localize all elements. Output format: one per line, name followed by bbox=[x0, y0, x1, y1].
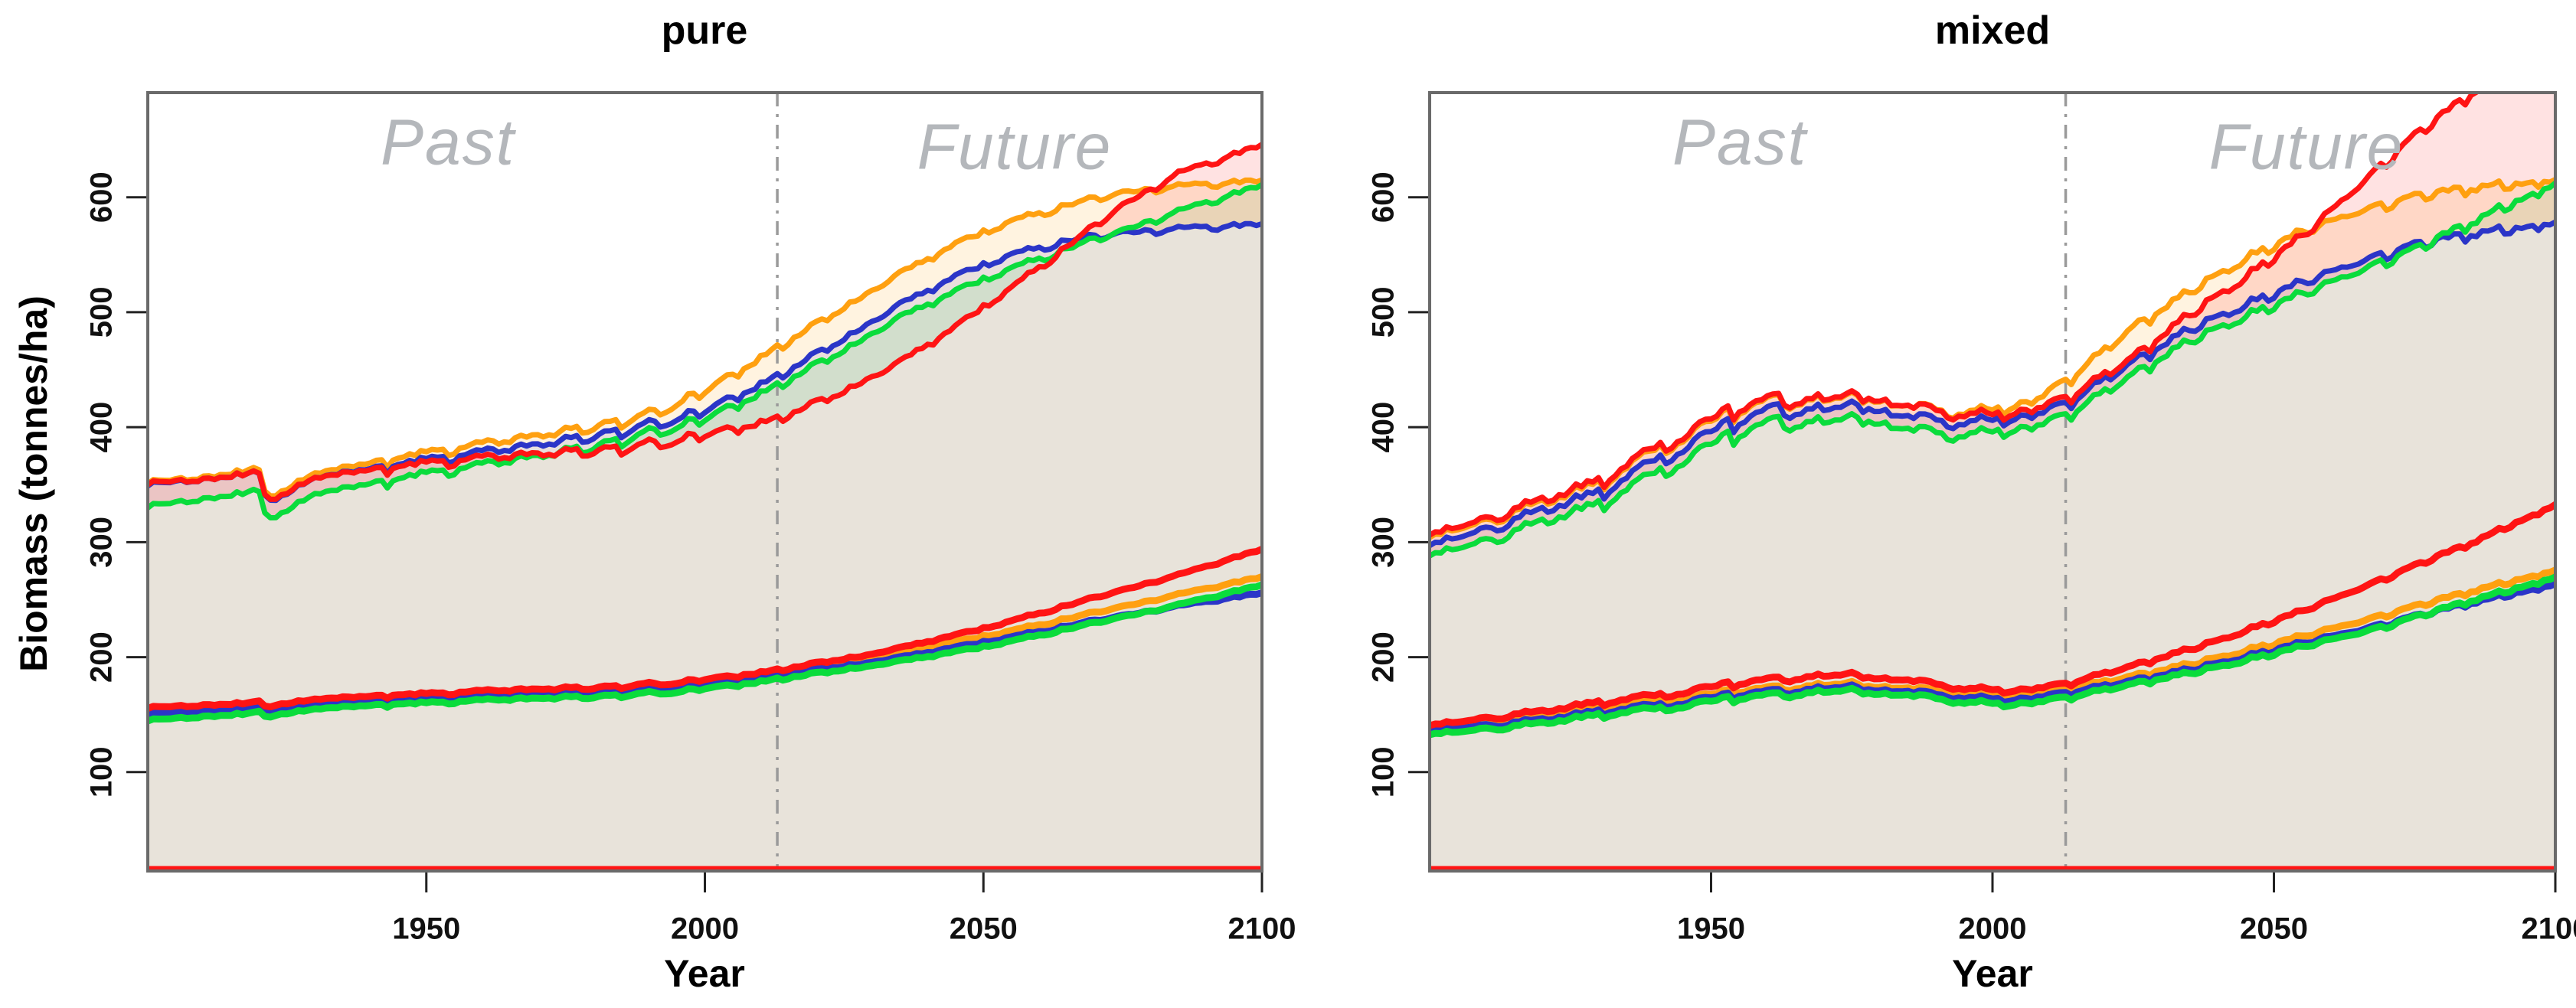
y-tick-label: 600 bbox=[1367, 171, 1401, 223]
x-tick-label: 2100 bbox=[1228, 912, 1296, 946]
y-tick-label: 400 bbox=[85, 402, 119, 453]
x-tick-label: 2100 bbox=[2522, 912, 2576, 946]
x-axis-label-pure: Year bbox=[664, 952, 745, 995]
x-tick-label: 2000 bbox=[1959, 912, 2027, 946]
line-lower-red bbox=[1430, 501, 2555, 729]
annotation-future-pure: Future bbox=[917, 110, 1113, 183]
annotation-future-mixed: Future bbox=[2208, 110, 2404, 183]
panel-mixed: 1950 2000 2050 2100 100 200 300 400 500 600 bbox=[1367, 91, 2576, 946]
fill-common bbox=[148, 223, 1262, 871]
x-tick-label: 2050 bbox=[2240, 912, 2308, 946]
line-upper-red bbox=[1430, 93, 2480, 538]
x-tick-label: 1950 bbox=[1677, 912, 1745, 946]
panel-title-mixed: mixed bbox=[1934, 8, 2051, 53]
y-tick-label: 300 bbox=[1367, 517, 1401, 568]
line-lower-red bbox=[148, 545, 1262, 713]
line-upper-green bbox=[1430, 180, 2555, 559]
fill-common bbox=[1430, 222, 2555, 871]
x-tick-label: 1950 bbox=[392, 912, 460, 946]
y-tick-label: 500 bbox=[85, 287, 119, 338]
plot-area-mixed bbox=[1430, 93, 2555, 871]
y-tick-label: 400 bbox=[1367, 402, 1401, 453]
y-tick-label: 200 bbox=[85, 631, 119, 683]
plot-area-pure bbox=[148, 93, 1262, 871]
plot-frame bbox=[146, 91, 1263, 873]
line-upper-red bbox=[148, 142, 1262, 502]
y-tick-label: 100 bbox=[85, 746, 119, 798]
y-tick-label: 500 bbox=[1367, 287, 1401, 338]
line-upper-orange bbox=[148, 177, 1262, 499]
plot-frame bbox=[1428, 91, 2557, 873]
annotation-past-mixed: Past bbox=[1672, 106, 1808, 178]
x-tick-label: 2050 bbox=[950, 912, 1018, 946]
panel-pure: 1950 2000 2050 2100 100 200 300 400 500 600 bbox=[85, 91, 1296, 946]
y-tick-label: 200 bbox=[1367, 631, 1401, 683]
annotation-past-pure: Past bbox=[380, 106, 516, 178]
y-tick-label: 100 bbox=[1367, 746, 1401, 798]
line-lower-green bbox=[148, 581, 1262, 725]
x-tick-label: 2000 bbox=[671, 912, 739, 946]
y-tick-label: 300 bbox=[85, 517, 119, 568]
line-upper-green bbox=[148, 181, 1262, 520]
panel-title-pure: pure bbox=[661, 8, 748, 53]
y-axis-label: Biomass (tonnes/ha) bbox=[12, 295, 55, 672]
line-upper-blue bbox=[1430, 219, 2555, 549]
y-tick-label: 600 bbox=[85, 171, 119, 223]
x-axis-label-mixed: Year bbox=[1952, 952, 2033, 995]
line-lower-green bbox=[1430, 573, 2555, 739]
